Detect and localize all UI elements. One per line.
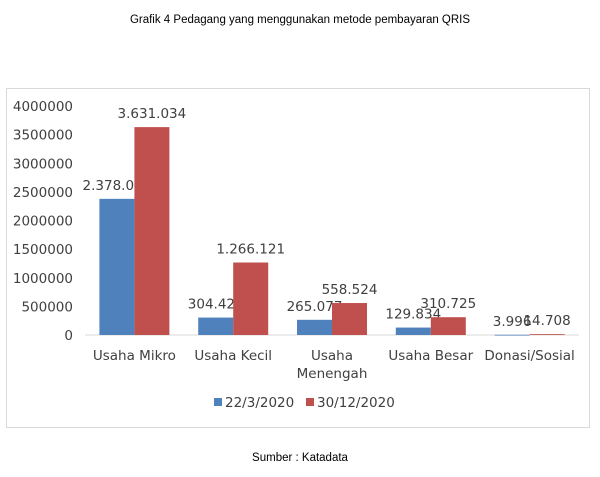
y-tick-label: 1500000: [13, 242, 73, 258]
legend-swatch: [306, 398, 314, 406]
bar-series-2: [233, 262, 269, 335]
bar-series-2: [134, 127, 170, 335]
bar-series-2: [430, 317, 466, 335]
legend-swatch: [214, 398, 222, 406]
bar-series-2: [529, 334, 565, 335]
y-tick-label: 1000000: [13, 271, 73, 287]
x-tick-label: Usaha Besar: [388, 348, 473, 364]
chart-caption: Grafik 4 Pedagang yang menggunakan metod…: [129, 14, 471, 26]
bar-series-1: [198, 317, 234, 335]
data-label: 3.996: [493, 314, 532, 330]
x-tick-label: Usaha Kecil: [194, 348, 272, 364]
source-note: Sumber : Katadata: [252, 452, 348, 464]
x-tick-label: Donasi/Sosial: [484, 348, 574, 364]
y-tick-label: 3000000: [13, 156, 73, 172]
x-tick-label: Menengah: [297, 366, 368, 382]
y-tick-label: 3500000: [13, 128, 73, 144]
y-tick-label: 500000: [21, 299, 73, 315]
bar-series-2: [332, 303, 367, 335]
bar-series-1: [297, 319, 332, 335]
legend-label: 30/12/2020: [317, 395, 395, 411]
data-label: 1.266.121: [216, 242, 285, 258]
data-label: 14.708: [523, 313, 570, 329]
data-label: 129.834: [385, 307, 441, 323]
data-label: 558.524: [322, 282, 378, 298]
bar-series-1: [99, 198, 135, 335]
bar-series-1: [395, 327, 431, 335]
x-tick-label: Usaha Mikro: [93, 348, 176, 364]
y-tick-label: 4000000: [13, 99, 73, 115]
data-label: 310.725: [420, 296, 476, 312]
y-tick-label: 2000000: [13, 214, 73, 230]
data-label: 265.077: [287, 299, 343, 315]
data-label: 304.420: [188, 297, 244, 313]
bar-series-1: [494, 334, 530, 336]
y-tick-label: 2500000: [13, 185, 73, 201]
x-tick-label: Usaha: [311, 348, 353, 364]
chart-frame: 0 500000 1000000 1500000 2000000 2500000 30000…: [6, 88, 590, 428]
y-tick-label: 0: [64, 328, 73, 344]
data-label: 3.631.034: [118, 106, 187, 122]
bar-chart: 0 500000 1000000 1500000 2000000 2500000 30000…: [13, 99, 579, 411]
legend-label: 22/3/2020: [225, 395, 294, 411]
data-label: 2.378.026: [83, 178, 152, 194]
